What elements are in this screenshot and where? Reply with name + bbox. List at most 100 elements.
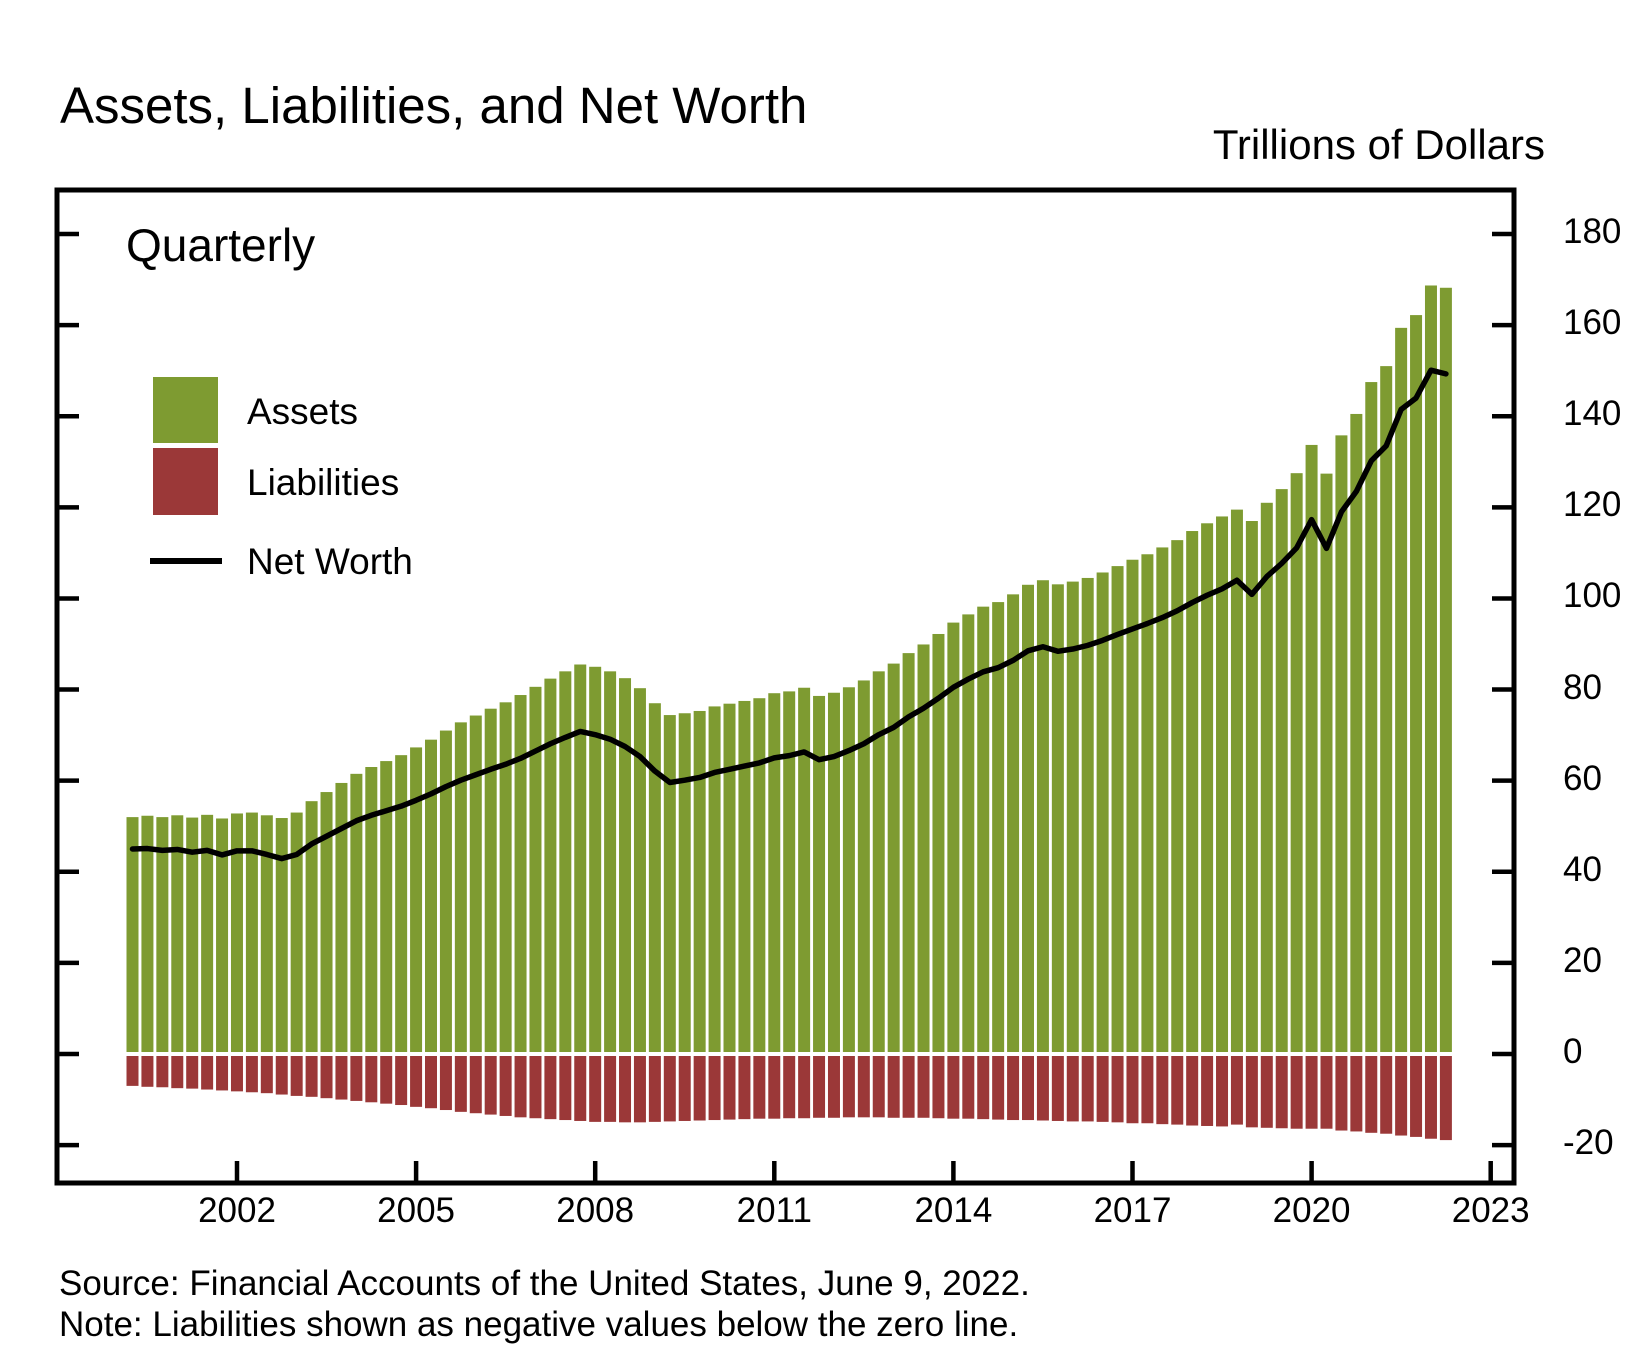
- asset-bar: [230, 813, 243, 1052]
- asset-bar: [857, 680, 870, 1052]
- liability-bar: [1335, 1056, 1348, 1131]
- asset-bar: [350, 773, 363, 1052]
- liability-bar: [574, 1056, 587, 1121]
- liability-bar: [514, 1056, 527, 1118]
- net-worth-line: [129, 367, 1449, 862]
- asset-bar: [693, 710, 706, 1052]
- asset-bar: [1350, 413, 1363, 1052]
- liability-bar: [902, 1056, 915, 1118]
- legend-assets-swatch: [153, 377, 218, 443]
- asset-bar: [245, 812, 258, 1052]
- liability-bar: [1395, 1056, 1408, 1136]
- liability-bar: [1290, 1056, 1303, 1129]
- asset-bar: [1320, 473, 1333, 1053]
- asset-bar: [768, 693, 781, 1052]
- asset-bar: [1171, 540, 1184, 1052]
- liability-bar: [1036, 1056, 1049, 1121]
- asset-bar: [260, 815, 273, 1052]
- liability-bar: [141, 1056, 154, 1087]
- liability-bar: [1081, 1056, 1094, 1122]
- asset-bar: [1245, 521, 1258, 1052]
- asset-bar: [1305, 444, 1318, 1052]
- asset-bar: [902, 653, 915, 1052]
- liability-bar: [977, 1056, 990, 1120]
- liability-bar: [395, 1056, 408, 1106]
- liability-bar: [962, 1056, 975, 1119]
- asset-bar: [798, 687, 811, 1052]
- legend-networth-label: Net Worth: [247, 541, 413, 582]
- asset-bar: [783, 691, 796, 1052]
- liability-bar: [1245, 1056, 1258, 1128]
- asset-bar: [663, 715, 676, 1052]
- liability-bar: [186, 1056, 199, 1089]
- liability-bar: [1171, 1056, 1184, 1125]
- asset-bar: [484, 708, 497, 1052]
- liability-bar: [1096, 1056, 1109, 1122]
- plot-frame: [54, 187, 1517, 1186]
- liability-bar: [1410, 1056, 1423, 1137]
- liability-bar: [544, 1056, 557, 1120]
- liability-bar: [992, 1056, 1005, 1120]
- liability-bar: [1186, 1056, 1199, 1126]
- asset-bar: [290, 812, 303, 1052]
- asset-bar: [1111, 566, 1124, 1052]
- liability-bar: [708, 1056, 721, 1121]
- liability-bar: [1141, 1056, 1154, 1124]
- liability-bar: [768, 1056, 781, 1119]
- asset-bar: [156, 817, 169, 1052]
- asset-bar: [425, 739, 437, 1052]
- asset-bar: [439, 730, 452, 1052]
- asset-bar: [216, 818, 229, 1052]
- asset-bar: [738, 700, 751, 1052]
- liability-bar: [842, 1056, 855, 1118]
- liability-bar: [245, 1056, 258, 1093]
- asset-bar: [1066, 581, 1079, 1052]
- asset-bar: [1230, 509, 1243, 1052]
- asset-bar: [1395, 327, 1408, 1053]
- liability-bar: [857, 1056, 870, 1118]
- liability-bar: [410, 1056, 423, 1107]
- asset-bar: [514, 695, 527, 1052]
- liability-bar: [305, 1056, 318, 1097]
- liability-bar: [1424, 1056, 1437, 1139]
- asset-bar: [633, 688, 646, 1052]
- liability-bar: [932, 1056, 945, 1119]
- asset-bar: [320, 792, 333, 1052]
- liability-bar: [947, 1056, 960, 1119]
- y-tick-label: 80: [1563, 667, 1602, 707]
- asset-bar: [872, 671, 885, 1052]
- asset-bar: [499, 702, 512, 1052]
- asset-bar: [947, 622, 960, 1052]
- asset-bar: [141, 815, 154, 1052]
- liability-bar: [1260, 1056, 1273, 1128]
- liability-bar: [1111, 1056, 1124, 1123]
- asset-bar: [186, 817, 199, 1052]
- asset-bar: [1081, 577, 1094, 1052]
- liability-bar: [589, 1056, 602, 1122]
- chart-title: Assets, Liabilities, and Net Worth: [60, 77, 808, 134]
- asset-bar: [887, 663, 900, 1052]
- liability-bar: [783, 1056, 796, 1119]
- asset-bar: [1156, 547, 1169, 1052]
- x-tick-label: 2014: [914, 1191, 993, 1230]
- asset-bar: [559, 671, 572, 1052]
- liability-bar: [633, 1056, 646, 1123]
- y-tick-label: 140: [1563, 394, 1622, 434]
- asset-bar: [1186, 531, 1199, 1052]
- x-tick-label: 2020: [1272, 1191, 1351, 1230]
- asset-bar: [395, 755, 408, 1052]
- liability-bar: [275, 1056, 288, 1095]
- liability-bar: [693, 1056, 706, 1121]
- asset-bar: [574, 664, 587, 1052]
- y-tick-label: 160: [1563, 303, 1622, 343]
- liability-bar: [216, 1056, 229, 1091]
- asset-bar: [410, 747, 423, 1052]
- liability-bar: [1350, 1056, 1363, 1132]
- liability-bar: [1320, 1056, 1333, 1129]
- liability-bar: [738, 1056, 751, 1120]
- liability-bar: [1216, 1056, 1229, 1127]
- asset-bar: [917, 644, 930, 1052]
- y-tick-label: 120: [1563, 485, 1622, 525]
- liability-bar: [484, 1056, 497, 1115]
- liability-bar: [201, 1056, 214, 1090]
